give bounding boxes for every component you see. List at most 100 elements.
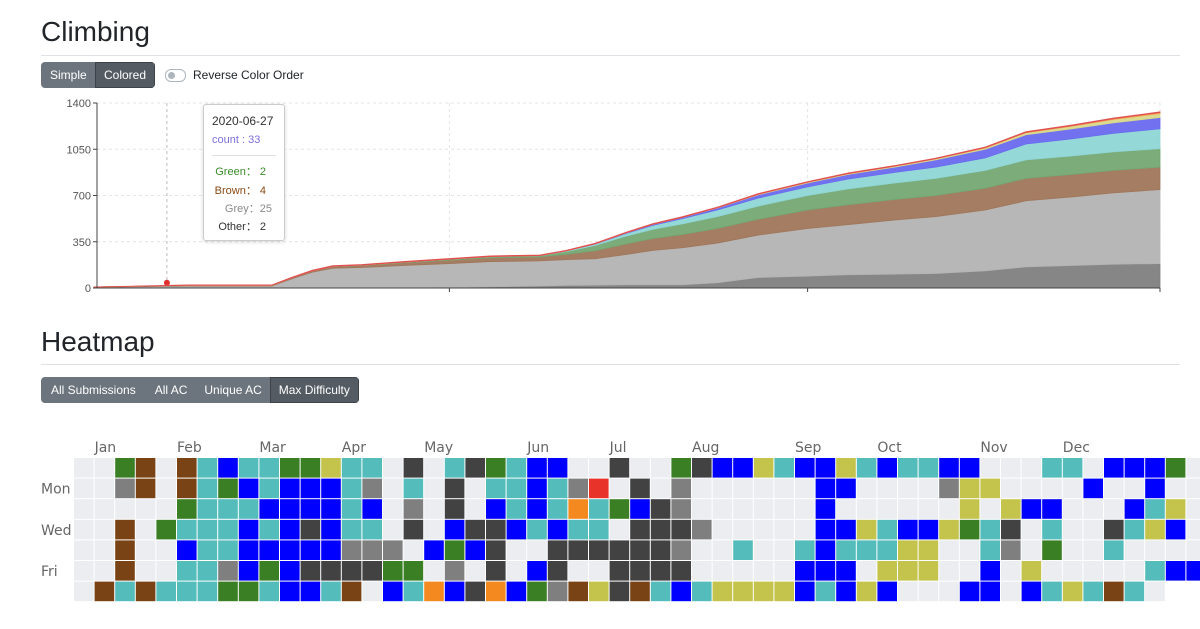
heatmap-cell [135,581,156,602]
heatmap-cell [836,499,856,519]
heatmap-cell [403,561,424,581]
month-label: Oct [877,440,902,456]
heatmap-cell [815,519,836,540]
heatmap-cell [733,581,753,602]
heatmap-cell [836,581,856,602]
heatmap-cell [115,478,135,499]
heatmap-cell [589,519,609,540]
y-tick-label: 350 [73,237,91,249]
heatmap-cell [918,458,939,478]
tooltip-divider [212,155,276,156]
heatmap-cell [671,540,691,560]
heatmap-cell [383,519,403,540]
heatmap-cell [1104,581,1124,602]
toggle-switch[interactable] [165,68,186,82]
max-difficulty-button[interactable]: Max Difficulty [269,377,359,403]
heatmap-cell [692,458,712,478]
heatmap-cell [547,499,568,519]
area-series-red [93,111,1161,288]
heatmap-cell [609,540,630,560]
simple-button[interactable]: Simple [41,62,95,88]
heatmap-cell [898,458,918,478]
heatmap-cell [856,561,877,581]
tooltip-count: count : 33 [212,134,261,146]
heatmap-cell [218,540,238,560]
heatmap-cell [1001,561,1021,581]
heatmap-cell [238,540,259,560]
heatmap-cell [939,478,959,499]
heatmap-cell [94,458,115,478]
heatmap-cell [1042,458,1062,478]
climbing-chart: 0 350 700 1050 1400 [67,98,1161,295]
heatmap-cell [568,478,588,499]
heatmap-cell [918,519,939,540]
heatmap-cell [836,561,856,581]
heatmap-cell [609,499,630,519]
heatmap-cell [733,478,753,499]
heatmap-cell [856,499,877,519]
all-ac-button[interactable]: All AC [145,377,197,403]
heatmap-cell [815,499,836,519]
heatmap-cell [1104,540,1124,560]
heatmap-cell [568,561,588,581]
heatmap-cell [280,519,300,540]
unique-ac-button[interactable]: Unique AC [196,377,270,403]
hover-point [163,279,170,286]
heatmap-cell [362,581,382,602]
heatmap-cell [980,540,1000,560]
heatmap-cell [1145,581,1165,602]
heatmap-cell [259,478,279,499]
heatmap-cell [1186,478,1200,499]
heatmap-cell [774,561,794,581]
heatmap-cell [1042,478,1062,499]
heatmap-cell [650,581,671,602]
heatmap-cell [197,458,218,478]
heatmap-cell [341,499,362,519]
heatmap-cell [424,540,444,560]
heatmap-cell [1124,561,1145,581]
heatmap-cell [94,561,115,581]
heatmap-cell [1083,581,1103,602]
heatmap-cell [630,540,650,560]
heatmap-cell [959,561,980,581]
heatmap-cell [877,519,897,540]
heatmap-cell [1062,499,1083,519]
heatmap-cell [1145,499,1165,519]
heatmap-cell [362,540,382,560]
all-submissions-button[interactable]: All Submissions [41,377,146,403]
heatmap-cell [156,581,176,602]
heatmap-cell [300,540,321,560]
heatmap-cell [280,540,300,560]
heatmap-cell [856,458,877,478]
heatmap-cell [1165,458,1186,478]
heatmap-cell [939,458,959,478]
heatmap-cell [238,499,259,519]
colored-button[interactable]: Colored [95,62,155,88]
heatmap-cell [815,540,836,560]
month-label: Dec [1063,440,1090,456]
heatmap-cell [856,581,877,602]
heatmap-cell [568,540,588,560]
heatmap-cell [1083,540,1103,560]
heatmap-cell [403,519,424,540]
heatmap-cell [300,458,321,478]
heatmap-cell [712,499,733,519]
heatmap-cell [898,540,918,560]
reverse-color-toggle[interactable]: Reverse Color Order [165,68,304,82]
heatmap-cell [918,478,939,499]
heatmap-cell [403,581,424,602]
heatmap-cell [321,540,341,560]
heatmap-cell [918,581,939,602]
heatmap-cell [218,458,238,478]
heatmap-cell [1001,581,1021,602]
heatmap-cell [609,519,630,540]
heatmap-cell [94,519,115,540]
heatmap-cell [74,519,94,540]
heatmap-cell [486,478,506,499]
heatmap-cell [465,499,485,519]
heatmap-cell [795,499,815,519]
heatmap-cell [1042,519,1062,540]
heatmap-cell [486,561,506,581]
heatmap-cell [795,519,815,540]
heatmap-cell [692,519,712,540]
